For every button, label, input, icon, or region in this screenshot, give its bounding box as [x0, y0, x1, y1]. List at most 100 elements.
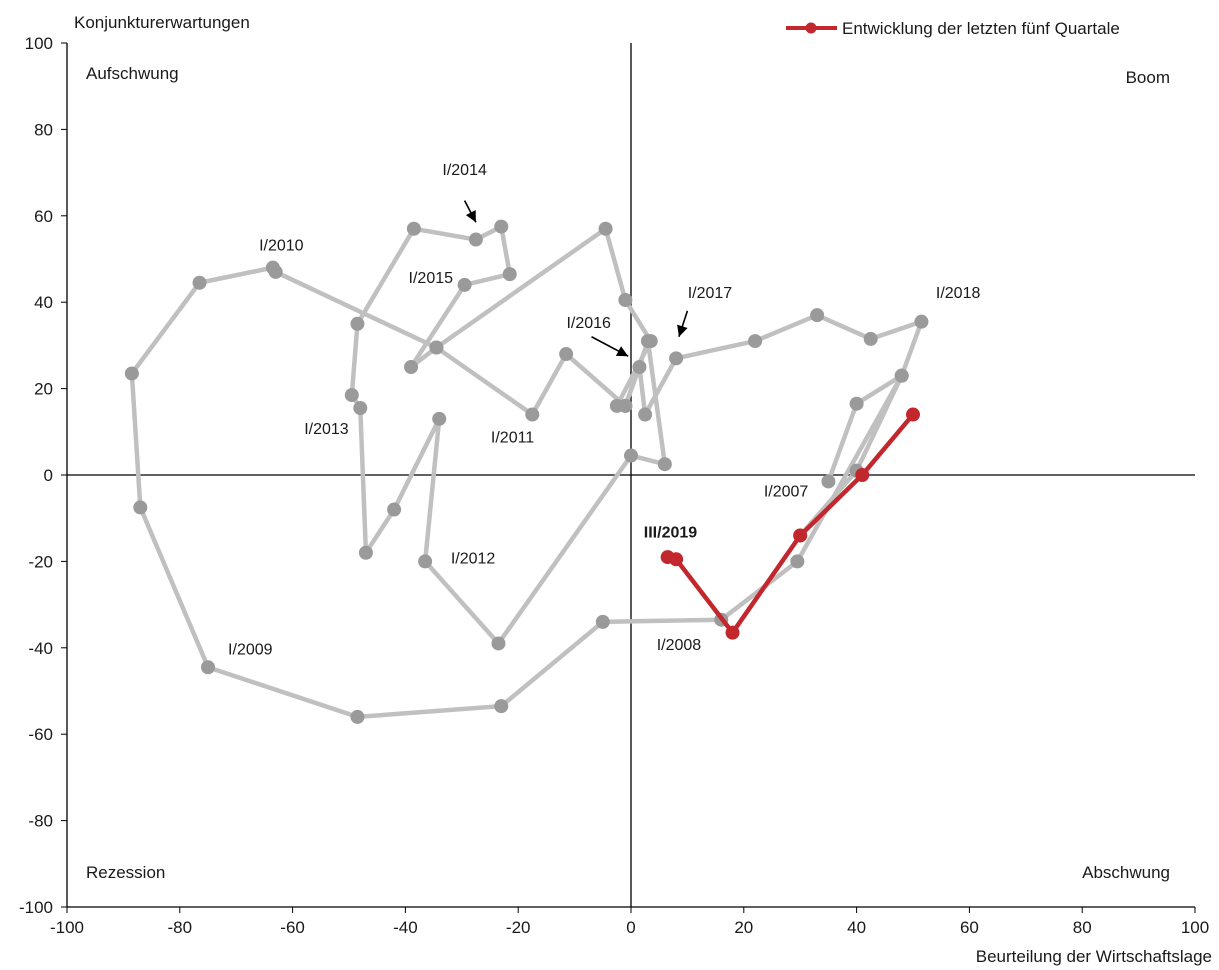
x-tick-label: -100 [50, 918, 84, 937]
y-tick-label: -100 [19, 898, 53, 917]
y-tick-label: 0 [44, 466, 53, 485]
legend-label: Entwicklung der letzten fünf Quartale [842, 19, 1120, 38]
history-point [748, 334, 763, 349]
history-point [429, 340, 444, 355]
history-point [268, 264, 283, 279]
history-point [133, 500, 148, 515]
annotations: I/2010 I/2014 I/2015 I/2016 I/2017 I/2018 I/20… [228, 162, 980, 659]
y-axis-title: Konjunkturerwartungen [74, 13, 250, 32]
recent-series [660, 407, 920, 640]
annotation-arrowhead [677, 324, 688, 337]
y-tick-label: 40 [34, 293, 53, 312]
x-tick-label: 80 [1073, 918, 1092, 937]
recent-point [855, 468, 870, 482]
history-point [849, 396, 864, 411]
x-tick-label: -20 [506, 918, 531, 937]
recent-point [660, 550, 675, 565]
annotation-label: I/2018 [936, 285, 981, 302]
history-point [344, 388, 359, 403]
x-tick-label: 100 [1181, 918, 1209, 937]
annotation-label: I/2015 [409, 270, 454, 287]
history-point [618, 398, 633, 413]
x-tick-label: 20 [734, 918, 753, 937]
history-point [595, 614, 610, 629]
annotation-label: I/2011 [491, 430, 534, 447]
quadrant-label-top-left: Aufschwung [86, 64, 179, 83]
quadrant-label-top-right: Boom [1126, 68, 1170, 87]
recent-series-line [665, 412, 916, 635]
history-point [502, 267, 517, 282]
recent-point [793, 528, 808, 543]
annotation-label: I/2012 [451, 551, 496, 568]
history-point [350, 709, 365, 724]
legend-swatch-marker [805, 22, 817, 34]
y-tick-label: 80 [34, 120, 53, 139]
history-point [192, 275, 207, 290]
quadrant-label-bottom-left: Rezession [86, 863, 165, 882]
history-point [491, 636, 506, 651]
annotation-label: I/2016 [566, 315, 611, 332]
x-tick-label: 0 [626, 918, 635, 937]
history-point [201, 660, 215, 675]
history-point [914, 314, 929, 329]
history-point [863, 331, 878, 346]
annotation-label: III/2019 [644, 525, 697, 542]
history-point [358, 545, 373, 560]
history-point [404, 360, 419, 374]
history-point [669, 351, 684, 366]
history-point [632, 360, 647, 374]
history-point [638, 407, 653, 422]
x-tick-label: 40 [847, 918, 866, 937]
annotation-label: I/2014 [442, 162, 487, 179]
annotation-label: I/2008 [657, 637, 702, 654]
history-point [432, 411, 447, 426]
annotation-label: I/2007 [764, 484, 809, 501]
history-point [353, 401, 368, 416]
history-point [790, 554, 805, 569]
history-point [418, 554, 433, 569]
history-series [124, 219, 929, 724]
annotation-label: I/2013 [304, 421, 349, 438]
history-point [494, 219, 509, 234]
annotation-arrowhead [615, 346, 629, 357]
history-point [821, 474, 836, 489]
y-tick-label: -40 [28, 639, 53, 658]
y-tick-label: 20 [34, 380, 53, 399]
annotation-label: I/2017 [688, 285, 733, 302]
axes: -100 -80 -60 -40 -20 0 20 40 60 80 100 -100 -80 -60 -4… [19, 34, 1209, 937]
y-tick-label: 60 [34, 207, 53, 226]
annotation-label: I/2010 [259, 237, 304, 254]
recent-point [725, 625, 740, 640]
x-axis-title: Beurteilung der Wirtschaftslage [976, 947, 1212, 966]
history-point [468, 232, 483, 247]
history-point [810, 308, 825, 323]
x-tick-label: -60 [280, 918, 305, 937]
annotation-label: I/2009 [228, 641, 273, 658]
x-tick-label: -40 [393, 918, 418, 937]
history-point [894, 368, 909, 383]
legend: Entwicklung der letzten fünf Quartale [786, 19, 1120, 38]
history-point [494, 699, 509, 714]
history-point [457, 277, 472, 292]
history-point [643, 334, 658, 349]
y-tick-label: 100 [25, 34, 53, 53]
y-tick-label: -20 [28, 552, 53, 571]
history-point [406, 221, 421, 236]
history-point [387, 502, 402, 517]
y-tick-label: -80 [28, 812, 53, 831]
annotation-arrowhead [465, 209, 476, 223]
history-point [559, 347, 574, 362]
history-point [618, 293, 633, 308]
history-point [350, 316, 365, 331]
history-point [525, 407, 540, 422]
history-point [124, 366, 139, 381]
history-point [624, 448, 638, 463]
x-tick-label: 60 [960, 918, 979, 937]
quadrant-label-bottom-right: Abschwung [1082, 863, 1170, 882]
history-point [598, 221, 613, 236]
recent-point [906, 407, 920, 422]
y-tick-label: -60 [28, 725, 53, 744]
x-tick-label: -80 [168, 918, 193, 937]
history-point [657, 457, 672, 472]
